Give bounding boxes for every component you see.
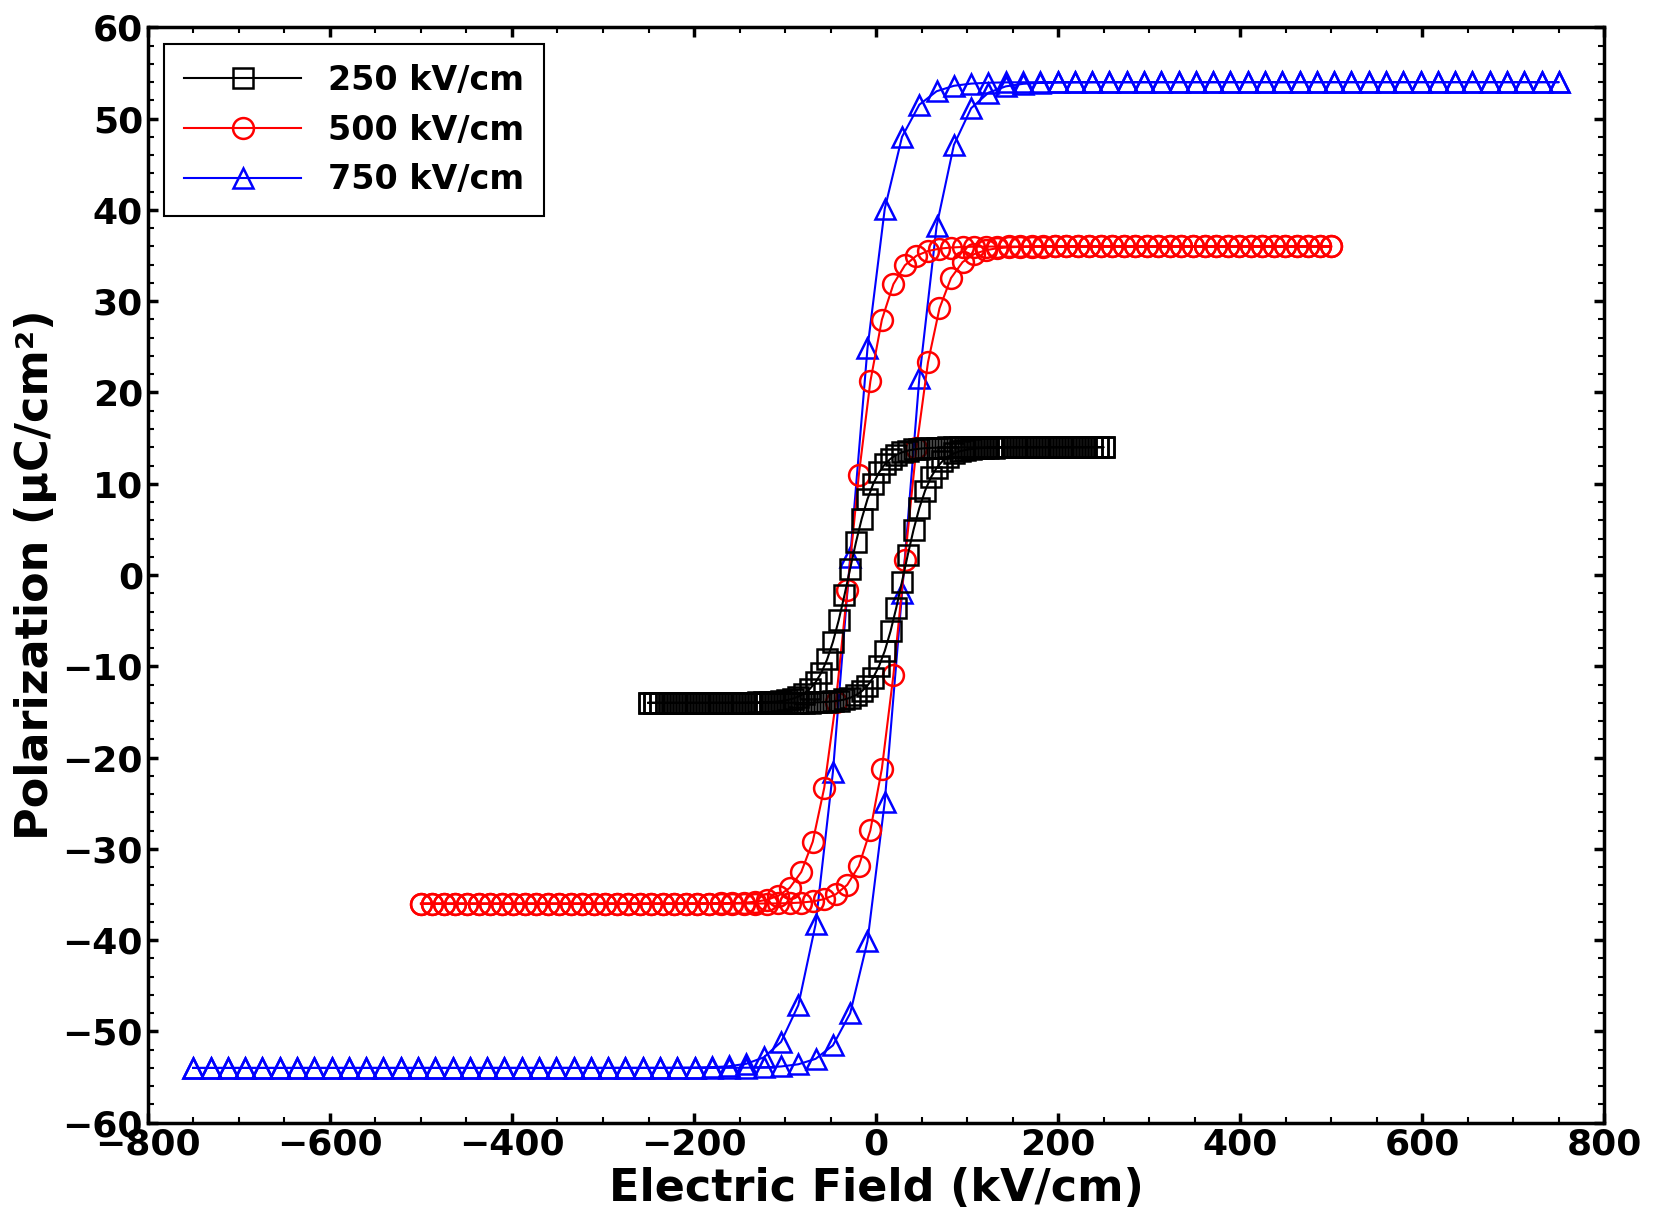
250 kV/cm — [799, 682, 819, 696]
750 kV/cm — [1392, 75, 1412, 89]
750 kV/cm — [667, 1060, 687, 1075]
500 kV/cm — [410, 896, 430, 911]
250 kV/cm — [639, 695, 659, 710]
500 kV/cm — [928, 301, 948, 316]
Line: 750 kV/cm: 750 kV/cm — [182, 72, 1569, 1078]
750 kV/cm — [1547, 75, 1567, 89]
500 kV/cm — [1216, 239, 1236, 253]
750 kV/cm — [960, 100, 980, 115]
250 kV/cm — [1092, 439, 1112, 454]
750 kV/cm — [184, 1060, 204, 1075]
250 kV/cm — [1041, 439, 1061, 454]
750 kV/cm — [1134, 75, 1154, 89]
Legend: 250 kV/cm, 500 kV/cm, 750 kV/cm: 250 kV/cm, 500 kV/cm, 750 kV/cm — [164, 44, 543, 217]
Y-axis label: Polarization (μC/cm²): Polarization (μC/cm²) — [13, 310, 56, 841]
500 kV/cm — [733, 896, 753, 911]
250 kV/cm — [955, 439, 975, 454]
Line: 500 kV/cm: 500 kV/cm — [410, 236, 1341, 914]
500 kV/cm — [492, 896, 511, 911]
750 kV/cm — [305, 1060, 324, 1075]
750 kV/cm — [184, 1060, 204, 1075]
250 kV/cm — [897, 547, 917, 562]
500 kV/cm — [1044, 239, 1064, 253]
750 kV/cm — [736, 1060, 756, 1075]
X-axis label: Electric Field (kV/cm): Electric Field (kV/cm) — [609, 1168, 1144, 1211]
500 kV/cm — [410, 896, 430, 911]
500 kV/cm — [780, 896, 799, 911]
Line: 250 kV/cm: 250 kV/cm — [637, 437, 1114, 714]
250 kV/cm — [823, 694, 842, 709]
250 kV/cm — [639, 695, 659, 710]
500 kV/cm — [1321, 239, 1341, 253]
250 kV/cm — [679, 695, 698, 710]
